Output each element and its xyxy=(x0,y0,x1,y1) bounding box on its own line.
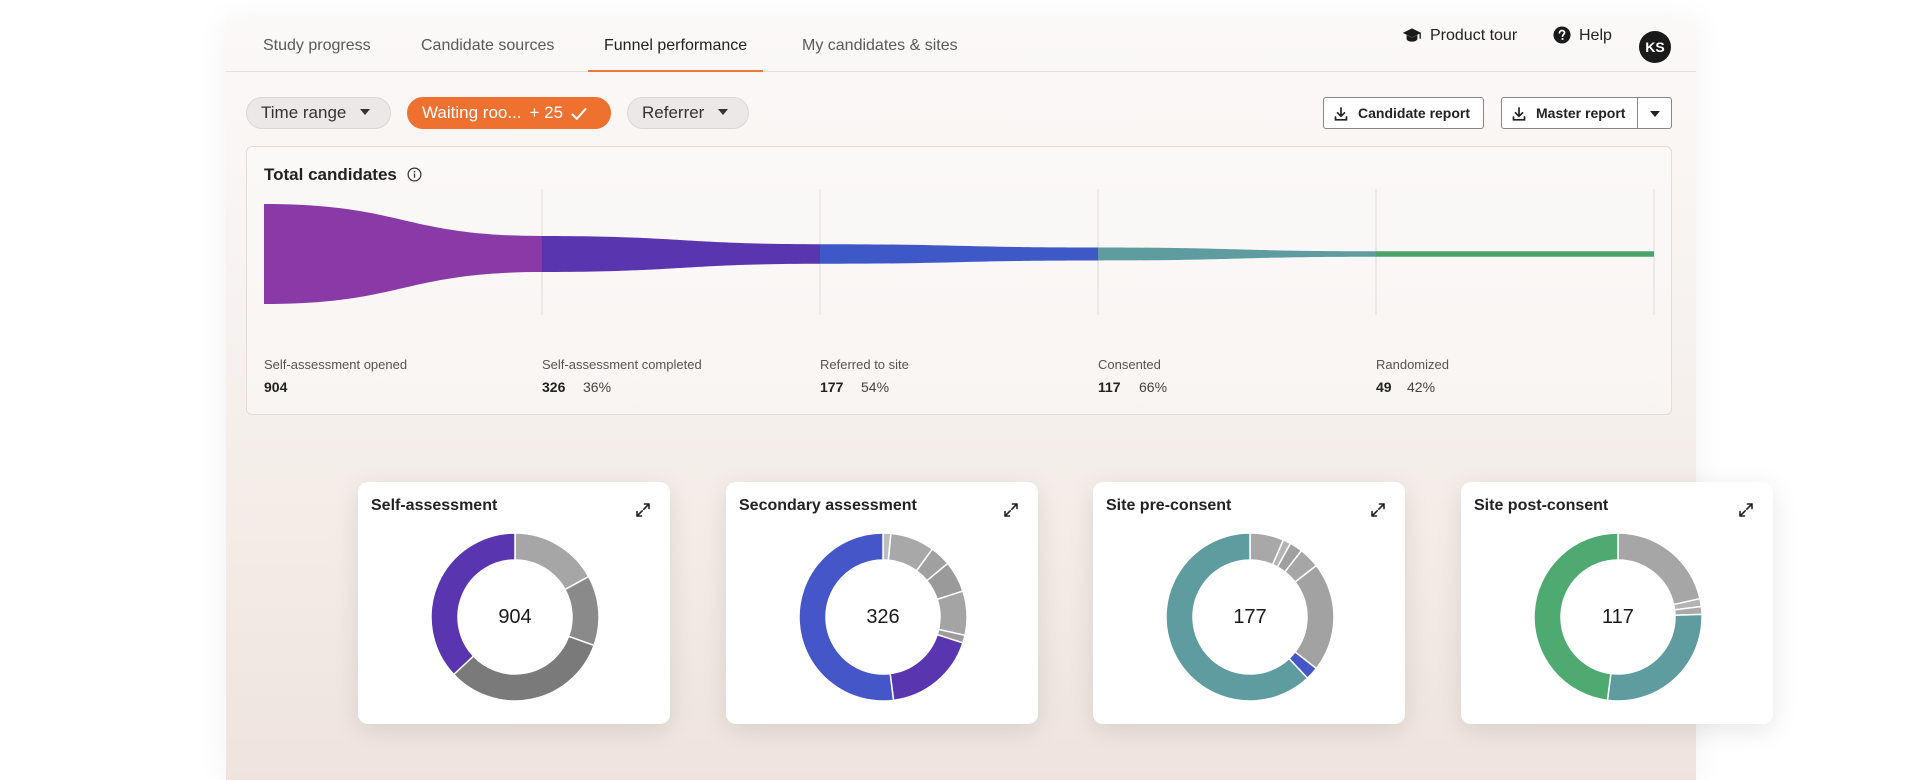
stage-percent: 42% xyxy=(1407,379,1436,395)
chevron-down-icon xyxy=(1650,111,1660,117)
help-circle-icon xyxy=(1553,26,1571,44)
waiting-room-label: Waiting roo... xyxy=(422,103,522,122)
donut-segment xyxy=(1165,532,1309,702)
tab-my-candidates-sites[interactable]: My candidates & sites xyxy=(802,37,958,54)
waiting-room-filter[interactable]: Waiting roo... + 25 xyxy=(407,97,611,129)
time-range-filter[interactable]: Time range xyxy=(246,97,391,129)
funnel-band xyxy=(1376,251,1654,257)
funnel-chart xyxy=(264,189,1655,315)
funnel-band xyxy=(264,204,542,304)
stage-count: 117 xyxy=(1098,379,1121,395)
donut-chart xyxy=(1165,532,1335,702)
candidate-report-button[interactable]: Candidate report xyxy=(1323,97,1484,129)
product-tour-button[interactable]: Product tour xyxy=(1402,20,1517,52)
stage-count: 904 xyxy=(264,379,288,395)
card-title: Secondary assessment xyxy=(739,497,917,514)
tab-bar: Study progress Candidate sources Funnel … xyxy=(226,20,1696,72)
stage-count: 326 xyxy=(542,379,566,395)
stage-label: Consented xyxy=(1098,357,1161,372)
checkmark-icon xyxy=(571,108,587,120)
tab-study-progress[interactable]: Study progress xyxy=(263,37,371,54)
chevron-down-icon xyxy=(718,109,729,115)
funnel-band xyxy=(542,235,820,273)
donut-total: 904 xyxy=(498,606,532,628)
donut-segment xyxy=(430,532,516,676)
info-icon[interactable] xyxy=(407,167,422,182)
avatar[interactable]: KS xyxy=(1639,31,1671,63)
stage-label: Referred to site xyxy=(820,357,909,372)
stage-count: 49 xyxy=(1376,379,1392,395)
stage-label: Self-assessment opened xyxy=(264,357,408,372)
candidate-report-label: Candidate report xyxy=(1358,105,1471,121)
donut-total: 117 xyxy=(1602,606,1634,628)
stage-percent: 36% xyxy=(583,379,612,395)
download-icon xyxy=(1334,107,1348,121)
tab-candidate-sources[interactable]: Candidate sources xyxy=(421,37,555,54)
stage-label: Self-assessment completed xyxy=(542,357,702,372)
funnel-band xyxy=(820,244,1098,264)
stage-percent: 54% xyxy=(861,379,890,395)
donut-chart xyxy=(430,532,600,702)
donut-segment xyxy=(1533,532,1619,702)
expand-icon[interactable] xyxy=(635,502,651,518)
secondary-assessment-card: Secondary assessment 326 xyxy=(726,482,1038,724)
product-tour-label: Product tour xyxy=(1430,27,1518,44)
tab-funnel-performance[interactable]: Funnel performance xyxy=(588,20,764,72)
expand-icon[interactable] xyxy=(1738,502,1754,518)
donut-chart xyxy=(1533,532,1703,702)
master-report-label: Master report xyxy=(1536,105,1626,121)
card-title: Site post-consent xyxy=(1474,497,1609,514)
master-report-dropdown[interactable] xyxy=(1637,97,1672,129)
help-button[interactable]: Help xyxy=(1553,20,1612,52)
master-report-button[interactable]: Master report xyxy=(1501,97,1638,129)
funnel-band xyxy=(1098,247,1376,261)
graduation-cap-icon xyxy=(1402,28,1422,42)
card-title: Self-assessment xyxy=(371,497,498,514)
referrer-filter[interactable]: Referrer xyxy=(627,97,749,129)
self-assessment-card: Self-assessment 904 xyxy=(358,482,670,724)
stage-label: Randomized xyxy=(1376,357,1449,372)
app-window: Study progress Candidate sources Funnel … xyxy=(226,20,1773,780)
funnel-card: Total candidates Self-assessment opened … xyxy=(246,146,1672,415)
funnel-title: Total candidates xyxy=(264,165,397,184)
help-label: Help xyxy=(1579,27,1612,44)
waiting-room-extra-count: + 25 xyxy=(529,103,564,122)
site-pre-consent-card: Site pre-consent 177 xyxy=(1093,482,1405,724)
stage-count: 177 xyxy=(820,379,844,395)
expand-icon[interactable] xyxy=(1003,502,1019,518)
donut-chart xyxy=(798,532,968,702)
donut-total: 326 xyxy=(866,606,900,628)
card-title: Site pre-consent xyxy=(1106,497,1232,514)
donut-segment xyxy=(798,532,895,702)
donut-total: 177 xyxy=(1233,606,1267,628)
site-post-consent-card: Site post-consent 117 xyxy=(1461,482,1773,724)
referrer-label: Referrer xyxy=(642,103,705,122)
download-icon xyxy=(1512,107,1526,121)
stage-percent: 66% xyxy=(1139,379,1168,395)
chevron-down-icon xyxy=(360,109,371,115)
expand-icon[interactable] xyxy=(1370,502,1386,518)
time-range-label: Time range xyxy=(261,103,347,122)
